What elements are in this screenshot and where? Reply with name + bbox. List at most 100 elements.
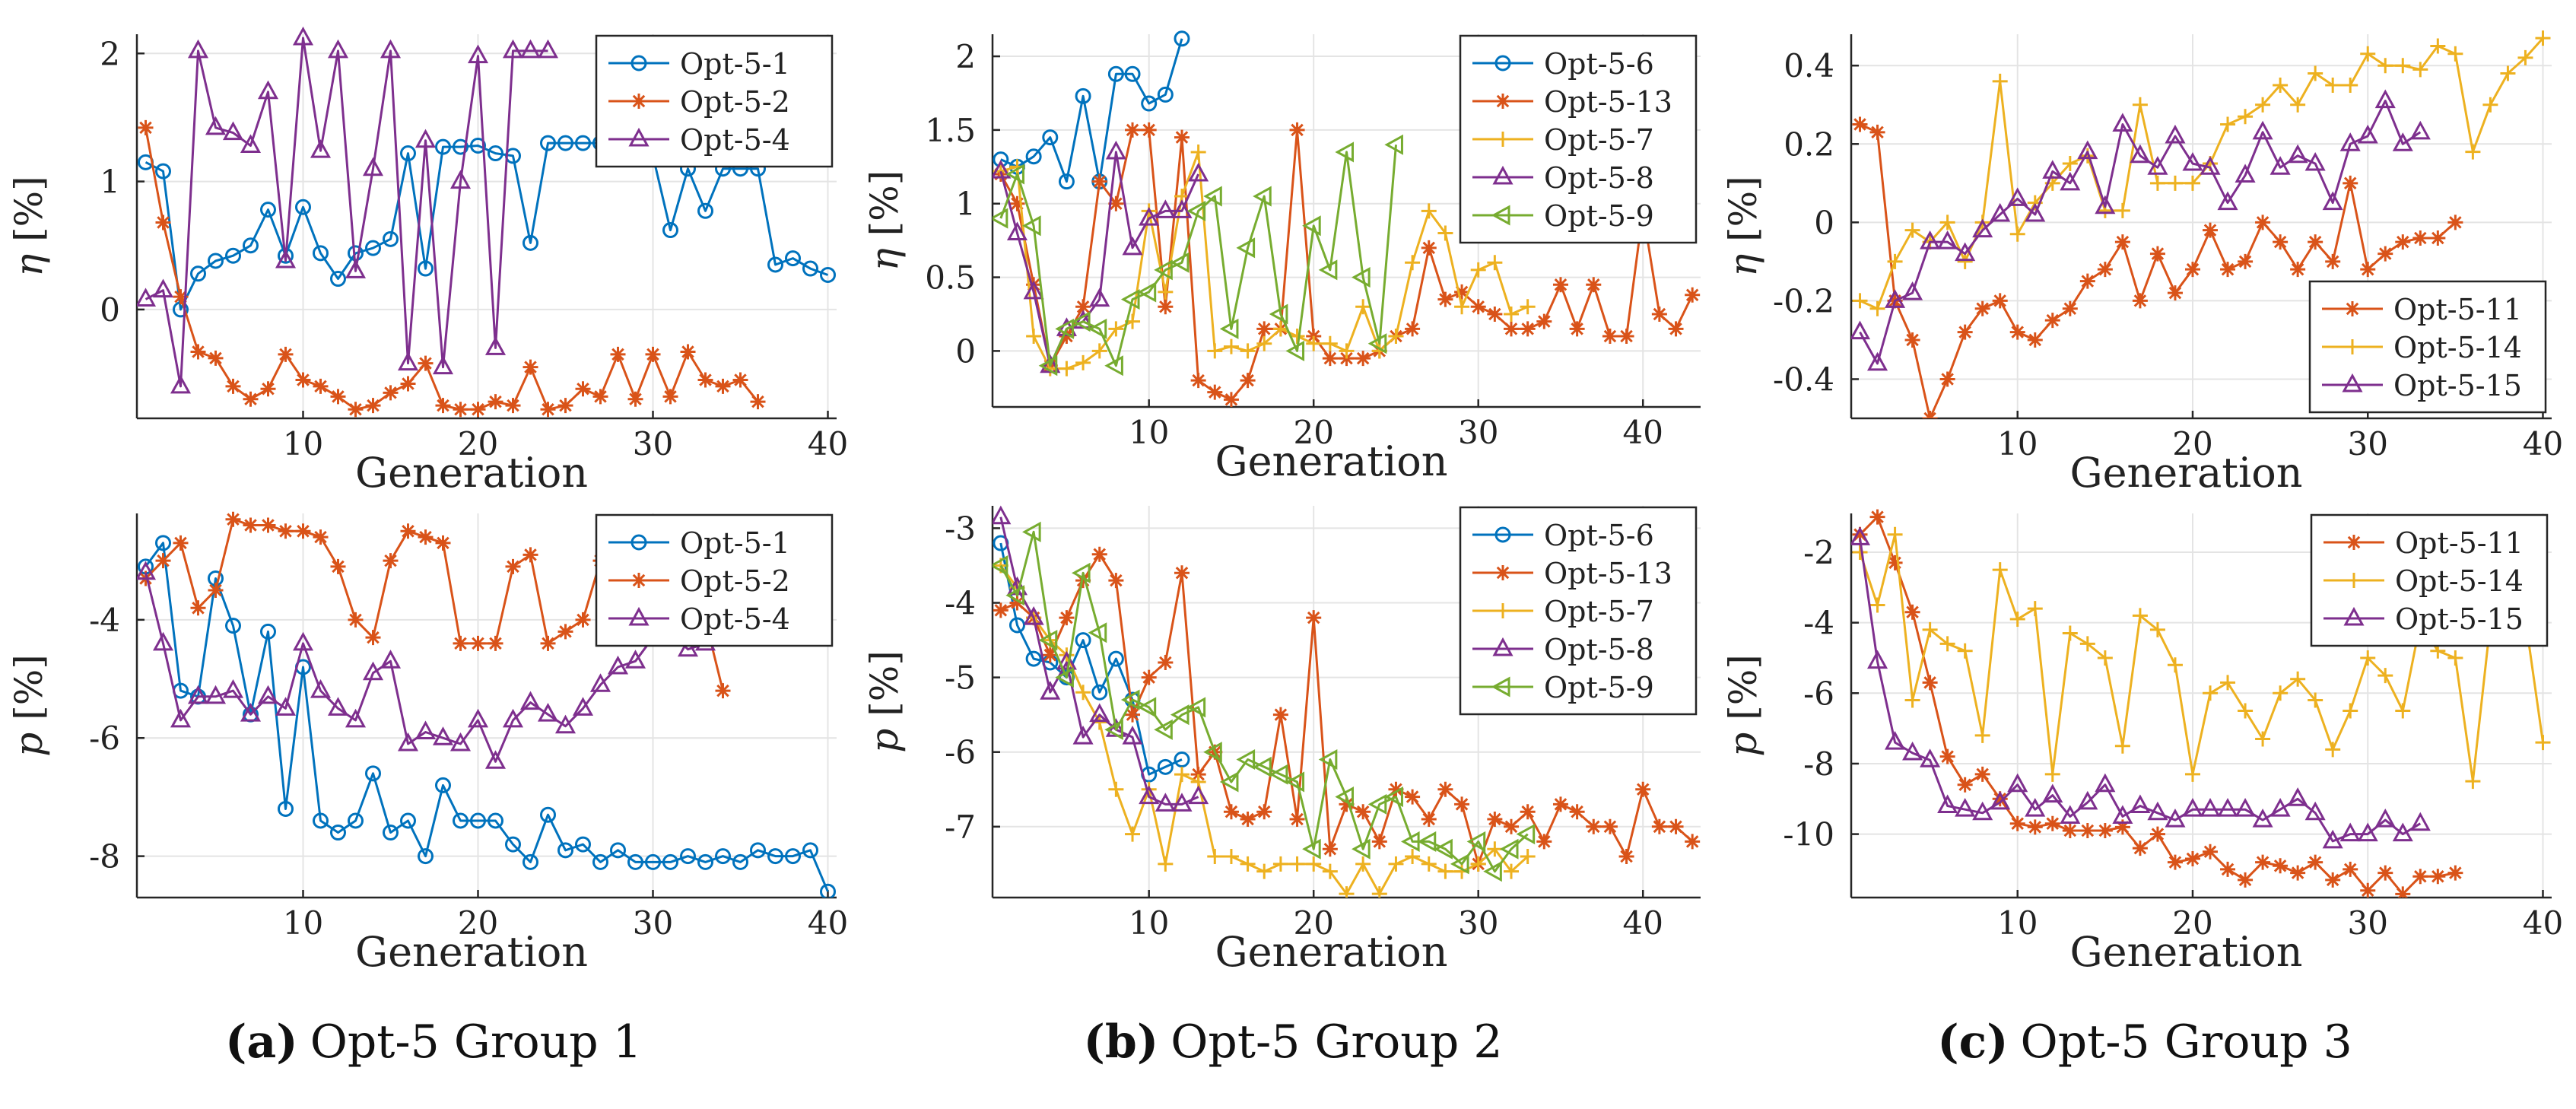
data-point <box>767 256 783 273</box>
data-point <box>2343 703 2358 719</box>
data-point <box>645 346 661 362</box>
series-Opt-5-9 <box>993 521 1536 882</box>
ylabel-unit: [%] <box>862 650 907 728</box>
data-point <box>2430 869 2446 885</box>
data-point <box>1088 622 1107 643</box>
data-point <box>2062 300 2078 316</box>
data-point <box>295 523 311 539</box>
data-point <box>2044 815 2060 831</box>
data-point <box>365 240 381 256</box>
data-point <box>575 381 591 397</box>
data-point <box>2132 608 2148 624</box>
data-point <box>1154 719 1173 740</box>
data-point <box>400 523 416 539</box>
data-point <box>1306 856 1322 872</box>
data-point <box>1023 606 1044 625</box>
data-point <box>2203 685 2219 701</box>
ylabel-symbol: η <box>1721 254 1765 277</box>
y-tick-label: 1.5 <box>925 112 976 149</box>
data-point <box>313 529 329 545</box>
data-point <box>680 344 696 360</box>
data-point <box>2007 773 2028 793</box>
data-point <box>2343 175 2358 191</box>
data-point <box>1059 329 1075 345</box>
data-point <box>152 631 174 651</box>
x-tick-label: 20 <box>1293 414 1333 451</box>
data-point <box>2238 109 2254 125</box>
data-point <box>677 637 699 657</box>
data-point <box>453 635 469 651</box>
data-point <box>1318 259 1338 281</box>
data-point <box>1974 300 1990 316</box>
data-point <box>205 116 227 135</box>
data-point <box>1355 804 1371 820</box>
legend-label: Opt-5-8 <box>1544 161 1654 195</box>
legend: Opt-5-11 Opt-5-14 Opt-5-15 <box>2308 280 2547 414</box>
x-tick-label: 20 <box>2172 904 2212 942</box>
data-point <box>1104 355 1123 377</box>
data-point <box>1955 798 1976 817</box>
xlabel: Generation <box>1215 437 1447 485</box>
data-point <box>627 853 643 870</box>
data-point <box>348 612 364 628</box>
data-point <box>2325 253 2341 269</box>
data-point <box>1421 240 1437 256</box>
data-point <box>1059 610 1075 626</box>
data-point <box>993 554 1008 577</box>
data-point <box>2114 234 2130 250</box>
data-point <box>2027 332 2043 348</box>
data-point <box>1685 834 1701 850</box>
data-point <box>435 398 451 414</box>
data-point <box>1170 704 1190 726</box>
data-point <box>1990 202 2011 222</box>
data-point <box>2360 882 2376 898</box>
data-point <box>575 612 591 628</box>
legend-label: Opt-5-15 <box>2395 602 2524 636</box>
data-point <box>365 398 381 414</box>
data-point <box>2412 62 2428 78</box>
data-point <box>2290 671 2306 687</box>
data-point <box>2165 124 2186 144</box>
y-tick-label: -5 <box>945 659 976 697</box>
data-point <box>1154 259 1173 281</box>
data-point <box>415 129 437 148</box>
xlabel: Generation <box>355 449 588 497</box>
data-point <box>1922 675 1938 691</box>
legend-label: Opt-5-14 <box>2393 331 2522 364</box>
data-point <box>2062 822 2078 838</box>
data-point <box>1174 30 1190 47</box>
data-point <box>1957 643 1973 659</box>
data-point <box>1075 87 1091 104</box>
data-point <box>2325 77 2341 93</box>
data-point <box>1122 236 1143 256</box>
data-point <box>1454 299 1470 315</box>
data-point <box>1158 856 1174 872</box>
data-point <box>2132 293 2148 309</box>
data-point <box>767 848 783 865</box>
x-tick-label: 10 <box>1129 414 1169 451</box>
y-tick-label: -2 <box>1803 534 1834 571</box>
data-point <box>2482 97 2498 113</box>
data-point <box>1091 173 1107 189</box>
data-point <box>2149 621 2165 637</box>
data-point <box>2269 798 2291 817</box>
data-point <box>449 170 472 189</box>
x-tick-label: 10 <box>1129 904 1169 942</box>
data-point <box>2203 222 2219 238</box>
data-point <box>365 765 381 782</box>
data-point <box>1174 565 1190 581</box>
data-point <box>1170 252 1190 273</box>
legend-item: Opt-5-4 <box>608 602 790 636</box>
data-point <box>732 853 748 870</box>
data-point <box>2377 668 2393 684</box>
data-point <box>292 631 314 651</box>
data-point <box>2255 97 2271 113</box>
data-point <box>1384 134 1403 155</box>
data-point <box>2273 234 2289 250</box>
data-point <box>187 685 209 704</box>
legend-marker <box>631 94 646 109</box>
data-point <box>502 708 524 728</box>
data-point <box>1188 785 1209 805</box>
data-point <box>1108 195 1124 211</box>
data-point <box>1586 818 1602 834</box>
